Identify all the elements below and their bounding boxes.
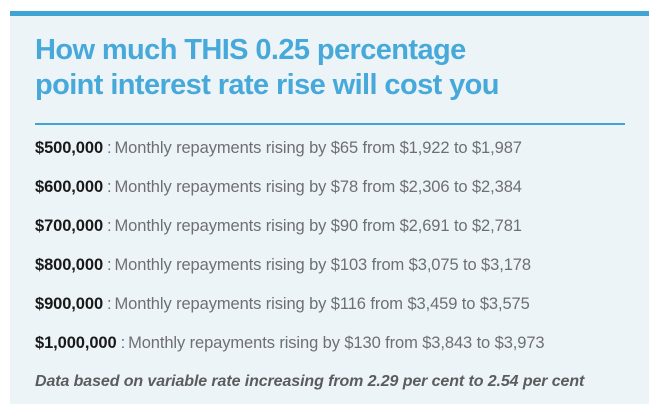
title-line-2: point interest rate rise will cost you — [35, 69, 499, 101]
loan-amount: $500,000 — [35, 139, 104, 157]
repayment-rows: $500,000: Monthly repayments rising by $6… — [35, 138, 625, 353]
repayment-row: $900,000: Monthly repayments rising by $1… — [35, 294, 625, 314]
repayment-row: $500,000: Monthly repayments rising by $6… — [35, 138, 625, 158]
repayment-row: $800,000: Monthly repayments rising by $1… — [35, 255, 625, 275]
separator: : — [107, 139, 112, 157]
infographic-frame: How much THIS 0.25 percentage point inte… — [10, 11, 649, 404]
loan-amount: $800,000 — [35, 256, 104, 274]
separator: : — [107, 256, 112, 274]
repayment-description: Monthly repayments rising by $116 from $… — [114, 295, 530, 313]
title-line-1: How much THIS 0.25 percentage — [35, 34, 466, 66]
loan-amount: $900,000 — [35, 295, 104, 313]
repayment-description: Monthly repayments rising by $90 from $2… — [114, 217, 522, 235]
loan-amount: $600,000 — [35, 178, 104, 196]
separator: : — [107, 217, 112, 235]
repayment-description: Monthly repayments rising by $65 from $1… — [114, 139, 522, 157]
title-divider — [35, 123, 625, 125]
separator: : — [107, 178, 112, 196]
loan-amount: $700,000 — [35, 217, 104, 235]
footnote: Data based on variable rate increasing f… — [35, 373, 585, 390]
accent-top-bar — [10, 11, 649, 16]
repayment-row: $1,000,000: Monthly repayments rising by … — [35, 333, 625, 353]
repayment-row: $600,000: Monthly repayments rising by $7… — [35, 177, 625, 197]
loan-amount: $1,000,000 — [35, 334, 117, 352]
repayment-description: Monthly repayments rising by $103 from $… — [114, 256, 532, 274]
repayment-description: Monthly repayments rising by $78 from $2… — [114, 178, 522, 196]
separator: : — [107, 295, 112, 313]
repayment-row: $700,000: Monthly repayments rising by $9… — [35, 216, 625, 236]
separator: : — [120, 334, 126, 352]
repayment-description: Monthly repayments rising by $130 from $… — [128, 334, 545, 352]
page-title: How much THIS 0.25 percentage point inte… — [35, 33, 625, 103]
rate-rise-card: How much THIS 0.25 percentage point inte… — [10, 16, 649, 404]
